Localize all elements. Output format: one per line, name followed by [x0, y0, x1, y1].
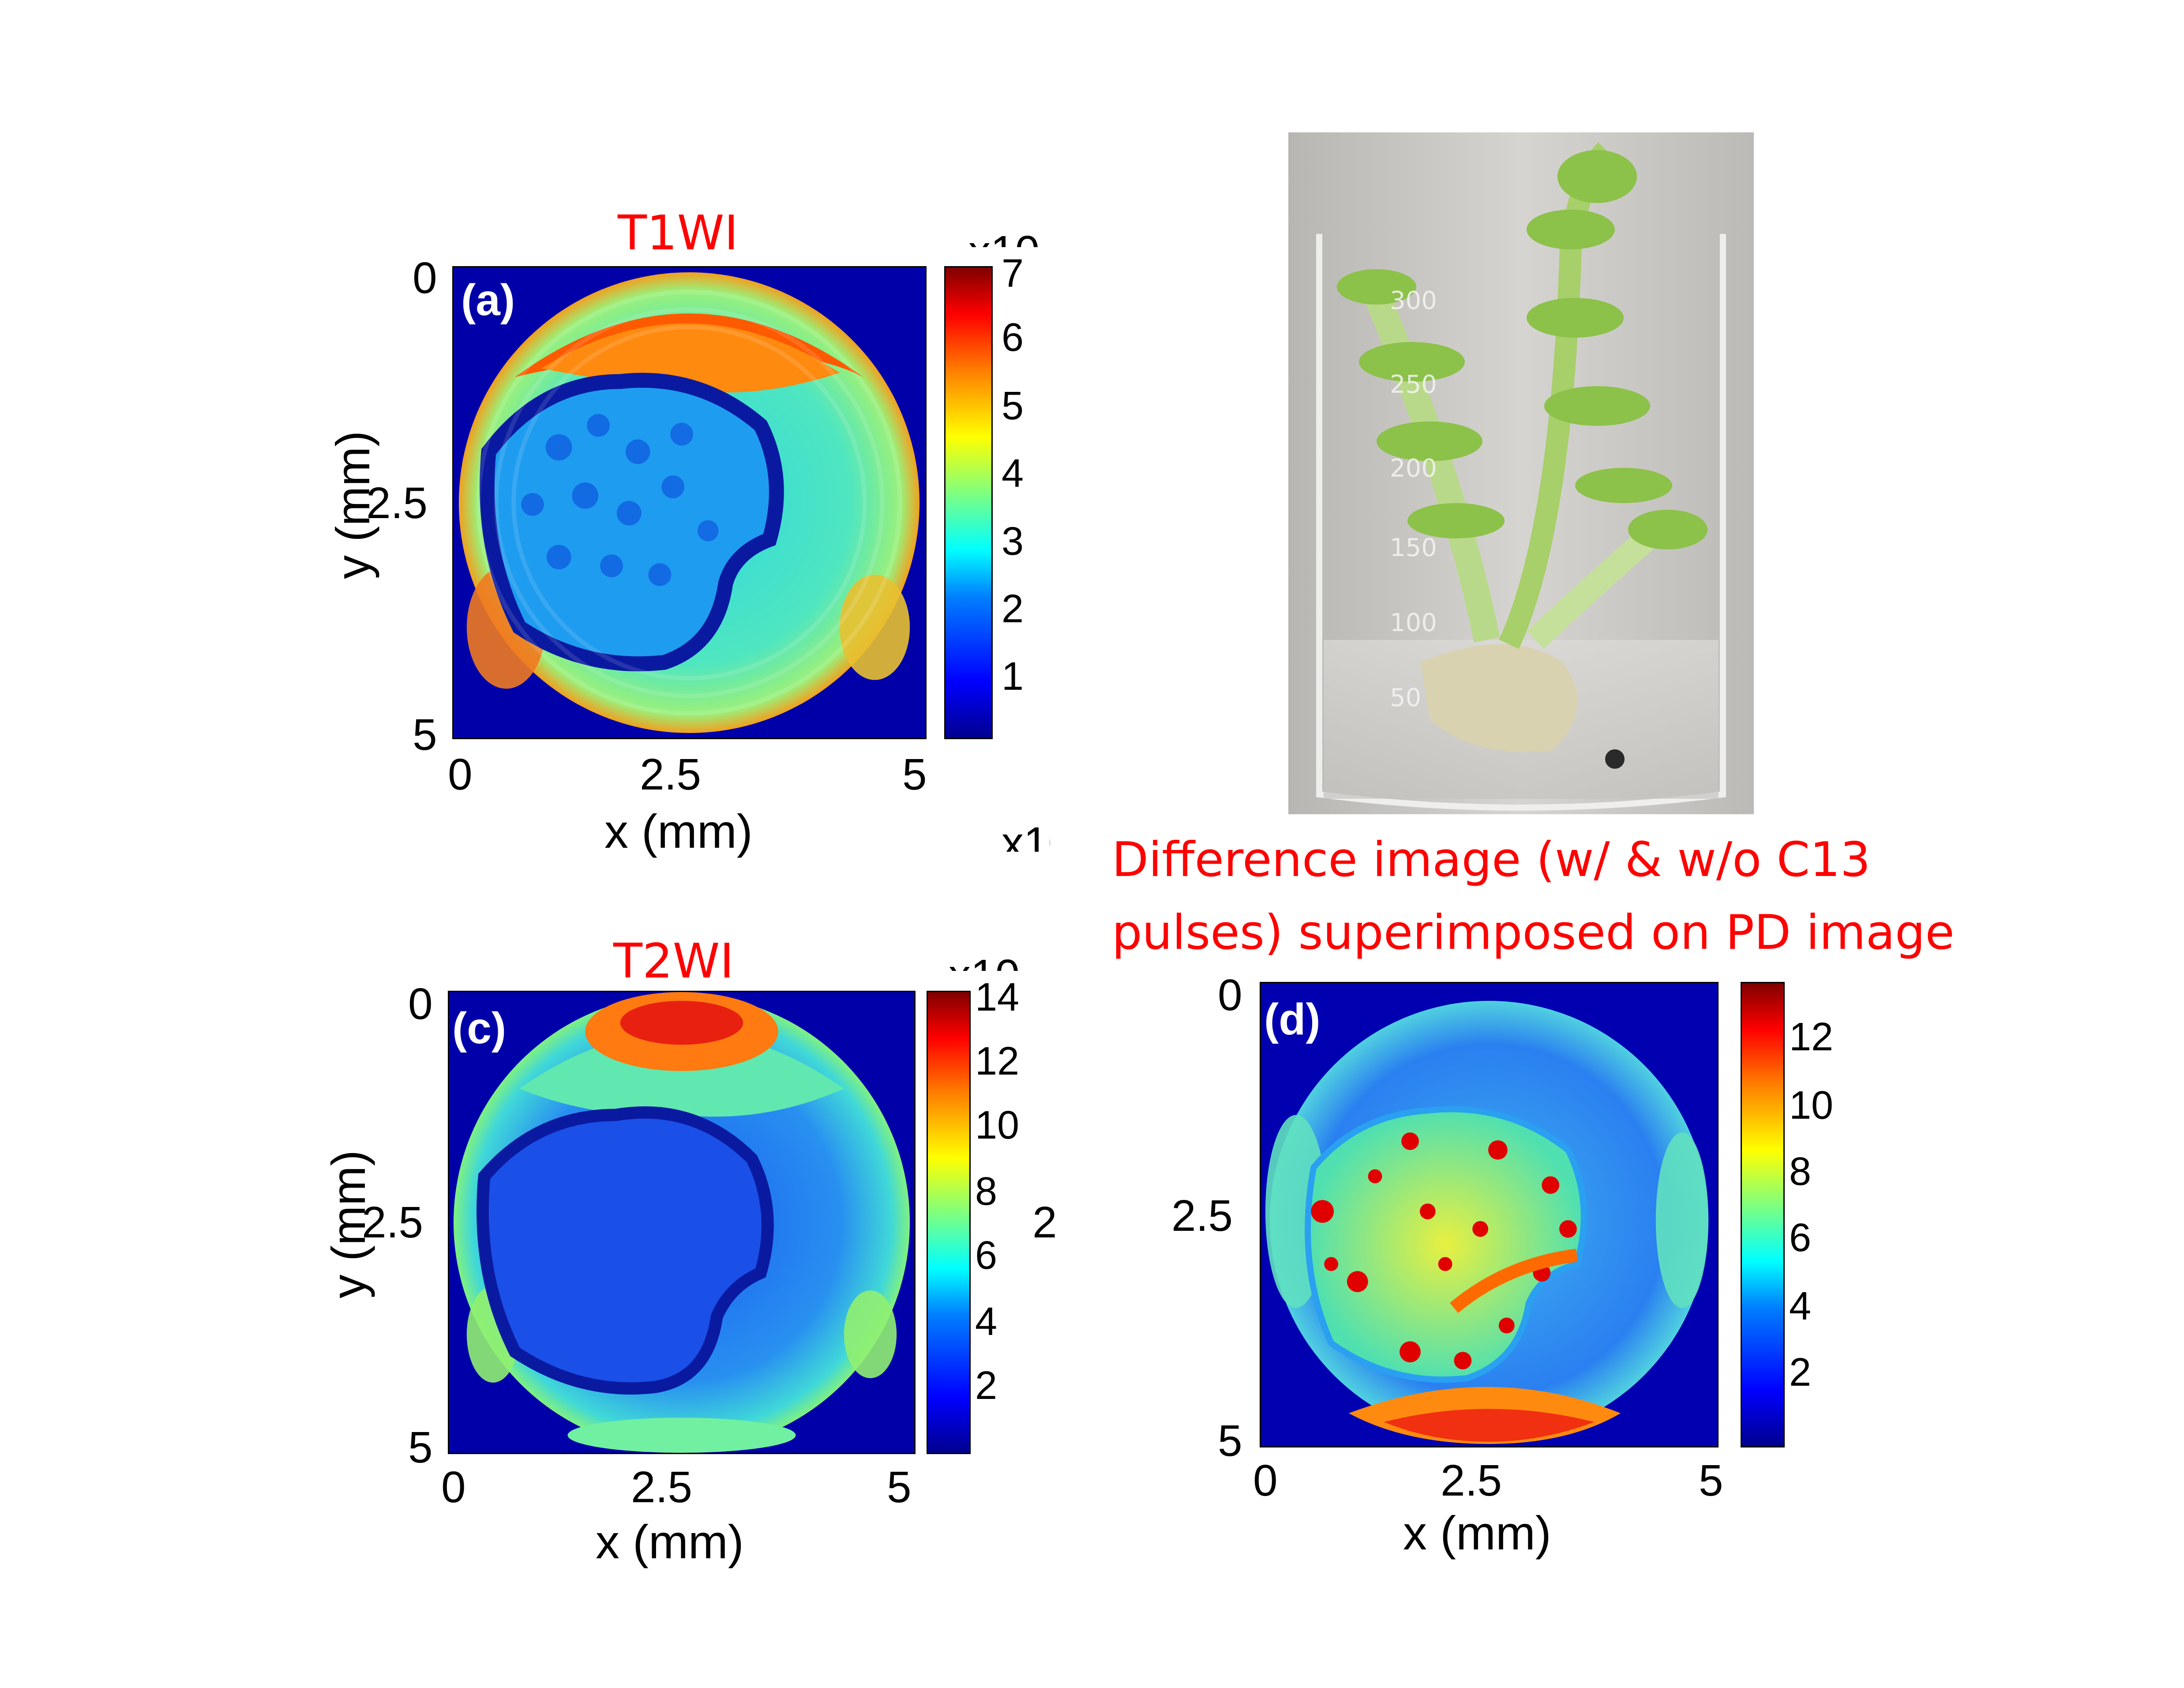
- beaker-mark-150: 150: [1390, 534, 1437, 562]
- panel-a-exponent: x10: [968, 229, 1039, 247]
- panel-c-cbar-tick-2: 2: [975, 1364, 998, 1408]
- panel-a-cbar-tick-7: 7: [1002, 252, 1024, 296]
- panel-d-cbar-tick-10: 10: [1789, 1083, 1834, 1128]
- beaker-mark-100: 100: [1390, 609, 1437, 637]
- panel-c-xticks-1: 2.5: [631, 1462, 693, 1512]
- panel-a-xlabel: x (mm): [604, 805, 753, 858]
- panel-c-cbar-tick-8: 8: [975, 1169, 998, 1214]
- panel-d-cbar-tick-12: 12: [1789, 1015, 1834, 1059]
- panel-c-yticks-2: 5: [408, 1423, 433, 1472]
- panel-a-image: [452, 266, 927, 739]
- panel-d-cbar-tick-4: 4: [1789, 1284, 1812, 1328]
- panel-d-cbar-tick-6: 6: [1789, 1216, 1812, 1260]
- panel-a-cbar-tick-3: 3: [1002, 519, 1024, 564]
- panel-a-title: T1WI: [618, 206, 739, 261]
- panel-a-cbar-tick-5: 5: [1002, 384, 1024, 428]
- panel-c-xlabel: x (mm): [596, 1515, 744, 1568]
- panel-c-colorbar: [927, 991, 971, 1454]
- plant-beaker-photo: 300 250 200 150 100 50: [1288, 132, 1754, 814]
- panel-d-cbar-tick-2: 2: [1789, 1350, 1812, 1395]
- panel-d-caption-line1: Difference image (w/ & w/o C13: [1112, 832, 1871, 887]
- panel-d-xlabel: x (mm): [1403, 1506, 1551, 1560]
- panel-c-yticks-1: 2.5: [362, 1198, 424, 1247]
- panel-c-cbar-tick-4: 4: [975, 1300, 998, 1344]
- panel-a-xticks-2: 5: [902, 750, 927, 799]
- panel-d-colorbar: [1741, 982, 1785, 1447]
- panel-a-xticks-1: 2.5: [640, 750, 702, 799]
- panel-d-xticks-1: 2.5: [1441, 1456, 1502, 1505]
- panel-d-caption-line2: pulses) superimposed on PD image: [1112, 905, 1955, 960]
- panel-a-cbar-tick-1: 1: [1002, 654, 1024, 699]
- panel-d-yticks-2: 5: [1218, 1416, 1242, 1466]
- beaker-mark-50: 50: [1390, 684, 1421, 712]
- panel-c-cbar-tick-6: 6: [975, 1233, 998, 1278]
- panel-a-yticks-0: 0: [413, 253, 437, 303]
- panel-c-cbar-tick-10: 10: [975, 1103, 1020, 1147]
- panel-d-image: [1260, 982, 1719, 1447]
- beaker-mark-300: 300: [1390, 286, 1437, 315]
- panel-c-letter: (c): [452, 1004, 507, 1053]
- panel-c-title: T2WI: [613, 934, 734, 989]
- panel-c-xticks-2: 5: [887, 1462, 912, 1512]
- panel-c-ylabel: y (mm): [322, 1150, 375, 1298]
- panel-c-cbar-tick-14: 14: [975, 975, 1020, 1019]
- panel-c-image: [448, 991, 916, 1454]
- panel-a-yticks-1: 2.5: [366, 478, 428, 528]
- panel-c-xticks-0: 0: [441, 1462, 466, 1512]
- panel-c-exponent: x10: [949, 953, 1020, 971]
- panel-d-xticks-0: 0: [1253, 1456, 1278, 1505]
- panel-a-letter: (a): [461, 275, 515, 325]
- beaker-mark-250: 250: [1390, 370, 1437, 399]
- panel-a-cbar-tick-6: 6: [1002, 316, 1024, 360]
- panel-a-xticks-0: 0: [448, 750, 473, 799]
- panel-c-cbar-tick-12: 12: [975, 1039, 1020, 1083]
- panel-a-cbar-tick-4: 4: [1002, 451, 1024, 496]
- panel-a-yticks-2: 5: [413, 710, 437, 759]
- panel-d-yticks-1: 2.5: [1171, 1191, 1233, 1241]
- panel-a-cbar-tick-2: 2: [1002, 587, 1024, 631]
- panel-c-yticks-0: 0: [408, 979, 433, 1029]
- panel-d-yticks-0: 0: [1218, 970, 1242, 1020]
- beaker-mark-200: 200: [1390, 454, 1437, 483]
- panel-a-colorbar: [944, 266, 993, 739]
- panel-a-ylabel: y (mm): [326, 431, 379, 579]
- panel-d-xticks-2: 5: [1699, 1456, 1723, 1505]
- panel-d-letter: (d): [1264, 995, 1321, 1044]
- clipped-exponent-b: x10⁴: [1002, 821, 1050, 852]
- panel-d-cbar-tick-8: 8: [1789, 1150, 1812, 1194]
- clipped-stray-glyph: 2: [1032, 1200, 1057, 1247]
